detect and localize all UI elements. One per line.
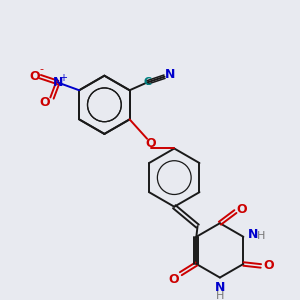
Text: H: H	[257, 231, 265, 241]
Text: C: C	[143, 77, 151, 88]
Text: H: H	[216, 291, 224, 300]
Text: O: O	[169, 273, 179, 286]
Text: N: N	[215, 281, 225, 294]
Text: -: -	[39, 64, 43, 74]
Text: O: O	[236, 203, 247, 216]
Text: N: N	[248, 228, 258, 242]
Text: O: O	[29, 70, 40, 83]
Text: N: N	[52, 76, 63, 89]
Text: +: +	[59, 73, 67, 82]
Text: N: N	[165, 68, 176, 81]
Text: O: O	[263, 260, 274, 272]
Text: O: O	[39, 96, 50, 110]
Text: O: O	[146, 137, 156, 150]
